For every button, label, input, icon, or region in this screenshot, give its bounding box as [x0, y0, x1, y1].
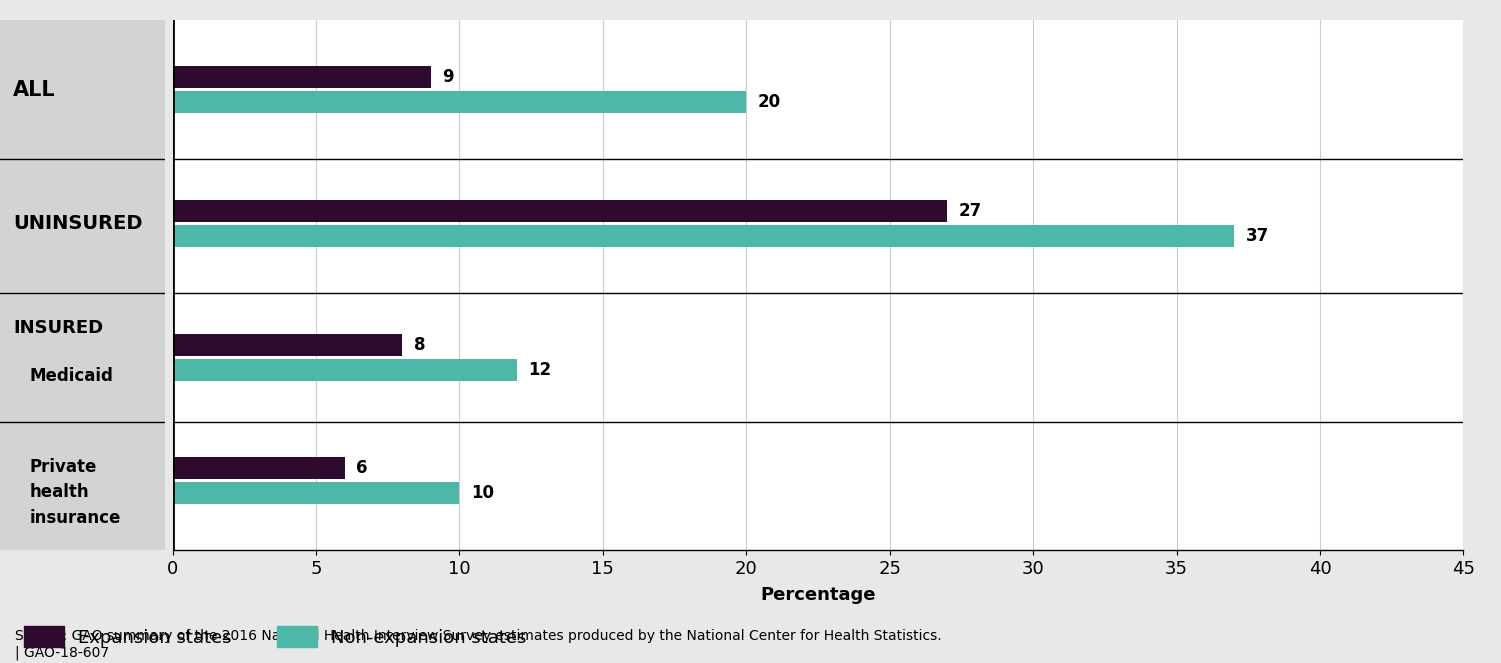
- Text: insurance: insurance: [30, 509, 122, 527]
- Text: UNINSURED: UNINSURED: [14, 214, 143, 233]
- Text: 27: 27: [959, 202, 982, 220]
- Text: Private: Private: [30, 458, 98, 476]
- Text: INSURED: INSURED: [14, 319, 104, 337]
- Bar: [173, 66, 431, 88]
- Bar: [173, 457, 345, 479]
- Text: 6: 6: [356, 459, 368, 477]
- Text: 9: 9: [443, 68, 453, 86]
- Text: ALL: ALL: [14, 80, 56, 99]
- Text: Source: GAO summary of the 2016 National Health Interview Survey estimates produ: Source: GAO summary of the 2016 National…: [15, 629, 941, 660]
- Text: 37: 37: [1246, 227, 1268, 245]
- Bar: [173, 200, 947, 222]
- Text: 20: 20: [758, 93, 781, 111]
- Text: health: health: [30, 483, 90, 501]
- Text: 10: 10: [471, 484, 494, 503]
- Bar: [173, 333, 402, 356]
- Text: Medicaid: Medicaid: [30, 367, 114, 385]
- Bar: [173, 482, 459, 505]
- Text: 8: 8: [414, 336, 425, 354]
- Text: 12: 12: [528, 361, 551, 379]
- X-axis label: Percentage: Percentage: [761, 586, 875, 605]
- Bar: [173, 225, 1234, 247]
- Bar: [173, 359, 516, 381]
- Legend: Expansion states, Non-expansion states: Expansion states, Non-expansion states: [24, 627, 527, 647]
- Bar: [173, 91, 746, 113]
